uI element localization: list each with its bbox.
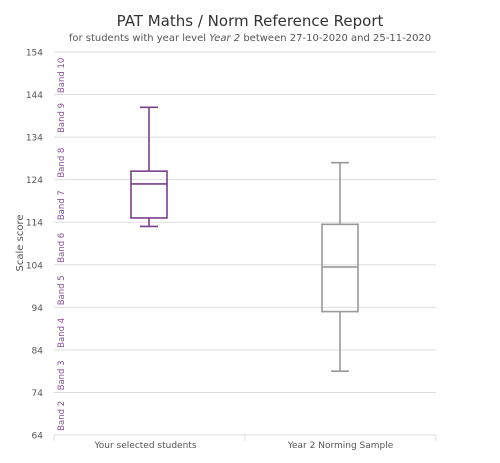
y-tick-label: 124: [26, 176, 43, 186]
y-axis-ticks: 64 74 84 94 104 114 124 134 144 154: [26, 49, 43, 442]
band-label: Band 3: [57, 360, 67, 390]
y-axis-label: Scale score: [15, 215, 26, 272]
y-tick-label: 154: [26, 49, 43, 59]
y-tick-label: 84: [32, 346, 44, 356]
x-category-label: Year 2 Norming Sample: [287, 441, 394, 451]
band-label: Band 10: [57, 58, 67, 93]
y-tick-label: 94: [32, 304, 44, 314]
y-tick-label: 104: [26, 261, 43, 271]
y-tick-label: 64: [32, 432, 44, 442]
band-label: Band 6: [57, 233, 67, 263]
band-label: Band 2: [57, 401, 67, 431]
subtitle-prefix: for students with year level: [68, 33, 210, 44]
subtitle-date-range: between 27-10-2020 and 25-11-2020: [240, 33, 432, 44]
y-tick-label: 134: [26, 134, 43, 144]
band-label: Band 7: [57, 190, 67, 220]
band-labels: Band 2 Band 3 Band 4 Band 5 Band 6 Band 7 Band…: [57, 58, 67, 431]
x-axis: Your selected students Year 2 Norming Sam…: [53, 434, 437, 451]
subtitle-year-level: Year 2: [209, 33, 241, 44]
y-tick-label: 144: [26, 91, 43, 101]
iqr-box: [321, 223, 359, 313]
band-label: Band 9: [57, 103, 67, 133]
iqr-box: [130, 170, 168, 219]
gridlines: [54, 51, 436, 436]
y-tick-label: 114: [26, 219, 43, 229]
band-label: Band 4: [57, 318, 67, 348]
band-label: Band 8: [57, 148, 67, 178]
x-category-label: Your selected students: [93, 441, 196, 451]
band-label: Band 5: [57, 275, 67, 305]
chart-title: PAT Maths / Norm Reference Report: [116, 12, 384, 30]
y-tick-label: 74: [32, 389, 44, 399]
boxes: [130, 106, 359, 372]
chart-subtitle: for students with year level Year 2 betw…: [0, 33, 500, 44]
